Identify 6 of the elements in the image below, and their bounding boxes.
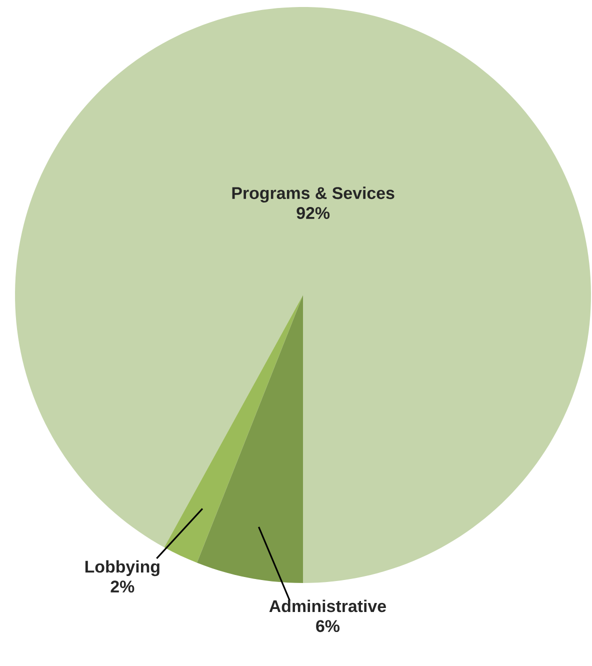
data-label: 2%: [110, 580, 134, 593]
slice-label: Administrative: [269, 600, 386, 612]
data-label: 6%: [316, 620, 340, 632]
data-label: 92%: [296, 207, 330, 220]
slice-label: Lobbying: [85, 560, 160, 576]
slice-label: Programs & Sevices: [232, 186, 394, 203]
